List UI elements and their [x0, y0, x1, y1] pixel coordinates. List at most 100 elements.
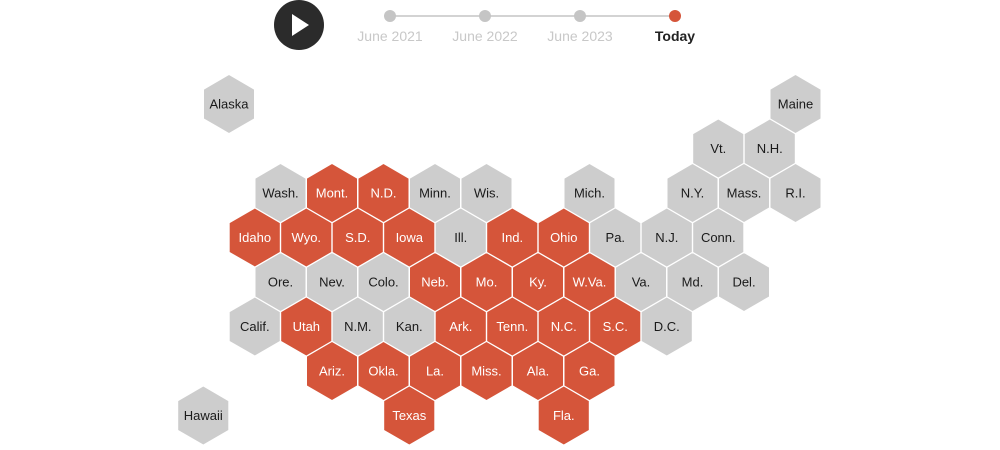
state-label: W.Va.: [573, 275, 607, 290]
state-hex-shape: [177, 385, 230, 446]
state-label: Mont.: [316, 186, 349, 201]
state-label: La.: [426, 364, 444, 379]
state-label: D.C.: [654, 319, 680, 334]
state-hex-neb[interactable]: Neb.: [409, 251, 461, 313]
state-hex-mich[interactable]: Mich.: [563, 162, 616, 224]
state-label: Vt.: [710, 141, 726, 156]
state-hex-miss[interactable]: Miss.: [460, 340, 513, 402]
state-label: N.J.: [655, 230, 678, 245]
state-label: Fla.: [553, 408, 575, 423]
timeline-step-today[interactable]: Today: [615, 0, 735, 50]
state-hex-ark[interactable]: Ark.: [434, 296, 487, 357]
state-hex-shape: [203, 73, 255, 135]
timeline-label: Today: [654, 28, 696, 44]
state-label: Ill.: [454, 230, 467, 245]
state-label: S.D.: [345, 230, 370, 245]
state-label: N.H.: [757, 141, 783, 156]
timeline-step-june-2022[interactable]: June 2022: [425, 0, 545, 50]
state-hex-wash[interactable]: Wash.: [254, 162, 307, 224]
state-label: Del.: [732, 275, 755, 290]
state-label: N.C.: [551, 319, 577, 334]
state-hex-n-m[interactable]: N.M.: [331, 296, 384, 357]
state-label: Minn.: [419, 186, 451, 201]
state-label: Idaho: [239, 230, 272, 245]
state-hex-maine[interactable]: Maine: [769, 73, 822, 135]
timeline-label: June 2023: [547, 28, 613, 44]
timeline-slider: June 2021 June 2022 June 2023 Today: [0, 0, 1000, 60]
state-label: N.Y.: [681, 186, 705, 201]
state-hex-ky[interactable]: Ky.: [512, 251, 564, 313]
state-label: Okla.: [368, 364, 398, 379]
state-label: Maine: [778, 97, 813, 112]
state-hex-ore[interactable]: Ore.: [254, 251, 307, 313]
timeline-step-june-2023[interactable]: June 2023: [520, 0, 640, 50]
state-label: Tenn.: [496, 319, 528, 334]
state-hex-la[interactable]: La.: [409, 340, 461, 402]
timeline-dot: [574, 10, 586, 22]
state-hex-alaska[interactable]: Alaska: [203, 73, 255, 135]
state-label: Miss.: [471, 364, 501, 379]
state-label: Kan.: [396, 319, 423, 334]
state-hex-fla[interactable]: Fla.: [537, 385, 590, 446]
state-label: Md.: [682, 275, 704, 290]
state-label: Wyo.: [292, 230, 322, 245]
state-label: Ga.: [579, 364, 600, 379]
state-label: N.D.: [371, 186, 397, 201]
state-label: Ky.: [529, 275, 547, 290]
state-label: Conn.: [701, 230, 736, 245]
state-label: Ala.: [527, 364, 549, 379]
state-hex-d-c[interactable]: D.C.: [640, 296, 693, 357]
state-hex-n-c[interactable]: N.C.: [537, 296, 590, 357]
state-label: Nev.: [319, 275, 345, 290]
state-hex-wyo[interactable]: Wyo.: [280, 207, 333, 268]
state-hex-texas[interactable]: Texas: [383, 385, 436, 446]
timeline-label: June 2022: [452, 28, 518, 44]
state-hex-ga[interactable]: Ga.: [563, 340, 616, 402]
state-label: Ariz.: [319, 364, 345, 379]
state-label: Iowa: [396, 230, 424, 245]
state-hex-shape: [640, 296, 693, 357]
timeline-dot: [384, 10, 396, 22]
state-label: Pa.: [606, 230, 626, 245]
state-label: Hawaii: [184, 408, 223, 423]
state-hex-n-d[interactable]: N.D.: [357, 162, 410, 224]
state-label: Ohio: [550, 230, 577, 245]
state-hex-wis[interactable]: Wis.: [460, 162, 513, 224]
state-label: R.I.: [785, 186, 805, 201]
state-hex-shape: [537, 385, 590, 446]
state-label: S.C.: [603, 319, 628, 334]
timeline-step-june-2021[interactable]: June 2021: [330, 0, 450, 50]
state-hex-del[interactable]: Del.: [718, 251, 770, 313]
state-hex-tenn[interactable]: Tenn.: [486, 296, 539, 357]
state-label: Ark.: [449, 319, 472, 334]
timeline-label: June 2021: [357, 28, 423, 44]
state-hex-ala[interactable]: Ala.: [512, 340, 564, 402]
state-hex-nev[interactable]: Nev.: [306, 251, 358, 313]
state-hex-ariz[interactable]: Ariz.: [306, 340, 358, 402]
state-label: Colo.: [368, 275, 398, 290]
state-hex-shape: [383, 385, 436, 446]
state-hex-shape: [718, 251, 770, 313]
state-hex-n-h[interactable]: N.H.: [743, 118, 796, 179]
timeline-dot: [669, 10, 681, 22]
state-label: Neb.: [421, 275, 448, 290]
state-label: Texas: [392, 408, 426, 423]
state-label: Utah: [293, 319, 320, 334]
state-hex-shape: [769, 162, 822, 224]
state-label: Mass.: [727, 186, 762, 201]
state-label: Wis.: [474, 186, 499, 201]
play-button[interactable]: [274, 0, 324, 50]
timeline-dot: [479, 10, 491, 22]
play-icon: [292, 14, 309, 36]
state-hex-hawaii[interactable]: Hawaii: [177, 385, 230, 446]
state-label: Mo.: [476, 275, 498, 290]
state-label: Ind.: [501, 230, 523, 245]
state-hex-colo[interactable]: Colo.: [357, 251, 410, 313]
state-label: Alaska: [209, 97, 249, 112]
state-label: Mich.: [574, 186, 605, 201]
state-hex-r-i[interactable]: R.I.: [769, 162, 822, 224]
state-label: Calif.: [240, 319, 270, 334]
state-label: Ore.: [268, 275, 293, 290]
state-label: N.M.: [344, 319, 371, 334]
